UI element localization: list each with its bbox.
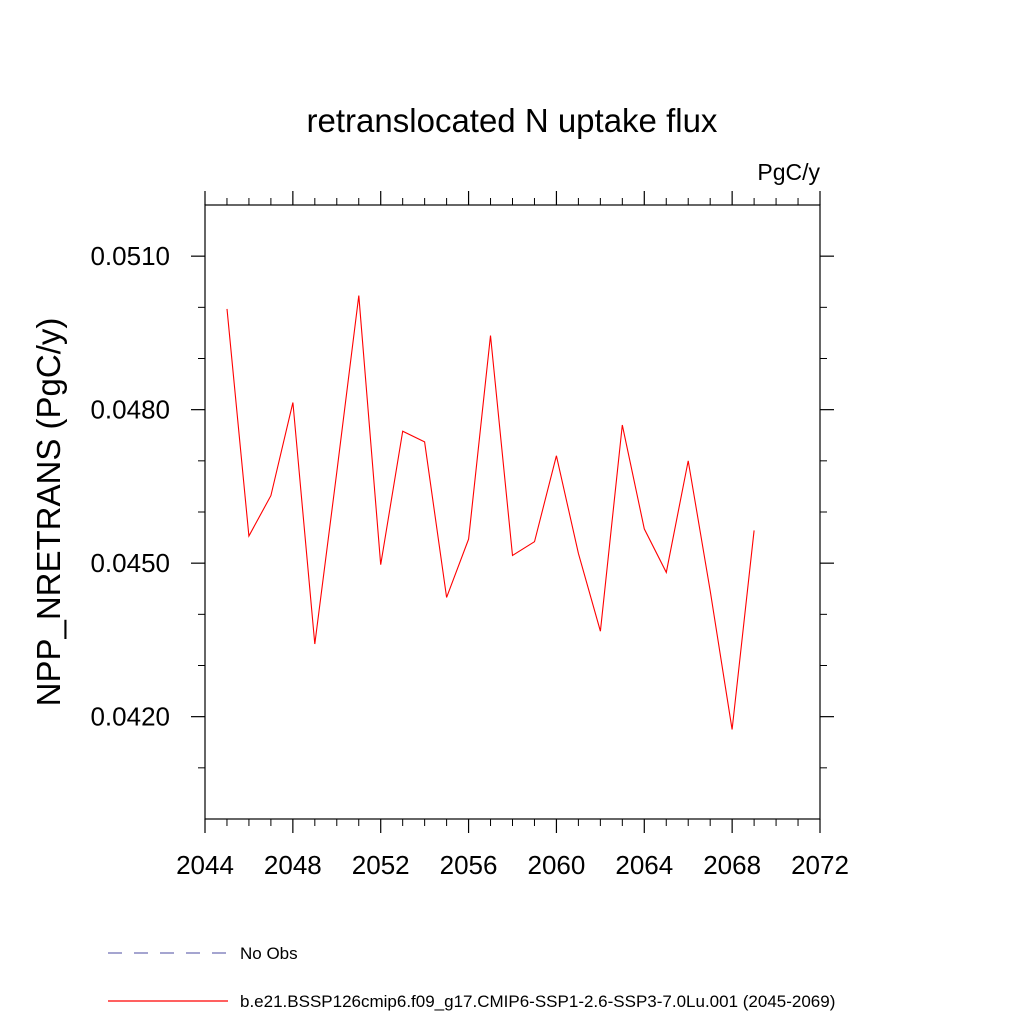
y-tick-label: 0.0480 <box>90 395 170 425</box>
y-axis-label: NPP_NRETRANS (PgC/y) <box>30 318 67 707</box>
plot-frame <box>204 204 821 820</box>
x-tick-label: 2044 <box>176 850 234 880</box>
x-tick-label: 2072 <box>791 850 849 880</box>
legend-label-no-obs: No Obs <box>240 944 298 963</box>
x-tick-labels: 2044 2048 2052 2056 2060 2064 2068 2072 <box>176 850 849 880</box>
y-tick-label: 0.0510 <box>90 241 170 271</box>
legend-label-model-run: b.e21.BSSP126cmip6.f09_g17.CMIP6-SSP1-2.… <box>240 992 835 1011</box>
x-tick-label: 2064 <box>615 850 673 880</box>
y-tick-labels: 0.0420 0.0450 0.0480 0.0510 <box>90 241 170 732</box>
x-tick-label: 2056 <box>440 850 498 880</box>
legend: No Obs b.e21.BSSP126cmip6.f09_g17.CMIP6-… <box>108 944 835 1011</box>
series-line <box>226 295 755 730</box>
x-tick-label: 2068 <box>703 850 761 880</box>
chart-title: retranslocated N uptake flux <box>307 102 718 139</box>
x-tick-label: 2052 <box>352 850 410 880</box>
x-tick-label: 2060 <box>528 850 586 880</box>
units-label: PgC/y <box>757 159 820 185</box>
x-tick-label: 2048 <box>264 850 322 880</box>
tick-marks <box>191 191 834 833</box>
y-tick-label: 0.0450 <box>90 548 170 578</box>
series-layer <box>226 295 755 730</box>
y-tick-label: 0.0420 <box>90 702 170 732</box>
